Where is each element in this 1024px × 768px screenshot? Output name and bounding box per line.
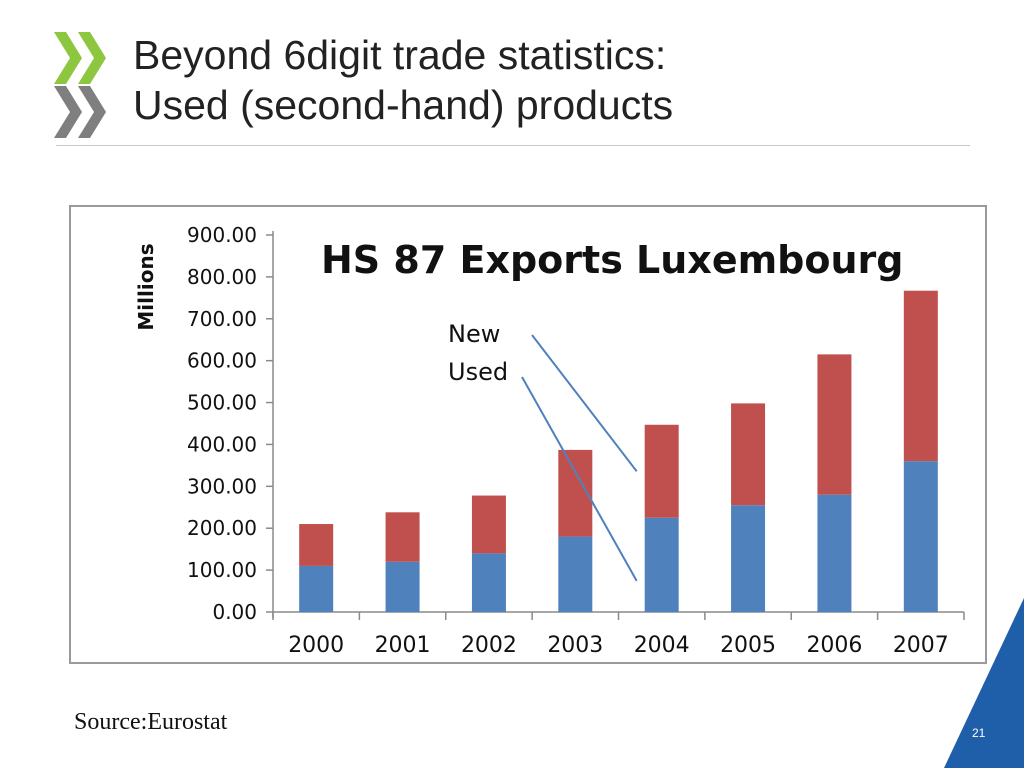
x-tick-label: 2003 bbox=[547, 633, 603, 658]
bar-used-2007 bbox=[903, 461, 938, 612]
title-divider bbox=[56, 145, 970, 146]
y-axis-label: Millions bbox=[134, 243, 158, 330]
x-tick-label: 2004 bbox=[634, 633, 690, 658]
y-tick-label: 300.00 bbox=[187, 474, 257, 498]
bar-new-2006 bbox=[817, 354, 852, 495]
logo-chevron-gray-left bbox=[54, 86, 82, 138]
y-tick-label: 700.00 bbox=[187, 307, 257, 331]
y-tick-label: 0.00 bbox=[212, 600, 257, 624]
bar-used-2003 bbox=[558, 536, 593, 612]
annotation-new: New bbox=[448, 320, 500, 348]
y-tick-label: 500.00 bbox=[187, 391, 257, 415]
title-line-2: Used (second-hand) products bbox=[133, 82, 674, 128]
y-tick-label: 400.00 bbox=[187, 432, 257, 456]
y-tick-label: 800.00 bbox=[187, 265, 257, 289]
bar-new-2001 bbox=[385, 512, 420, 562]
x-tick-label: 2000 bbox=[288, 633, 344, 658]
oecd-logo bbox=[54, 32, 106, 138]
x-tick-label: 2001 bbox=[375, 633, 431, 658]
annotation-line-used bbox=[521, 376, 638, 582]
source-note: Source:Eurostat bbox=[74, 709, 228, 735]
bar-used-2000 bbox=[299, 565, 334, 612]
chart-title: HS 87 Exports Luxembourg bbox=[321, 238, 904, 282]
stacked-bar-chart: HS 87 Exports Luxembourg Millions 0.00 100.… bbox=[134, 223, 965, 658]
bar-used-2004 bbox=[644, 517, 679, 612]
chart-frame: HS 87 Exports Luxembourg Millions 0.00 100.… bbox=[69, 205, 987, 664]
y-tick-label: 900.00 bbox=[187, 223, 257, 247]
y-tick-label: 100.00 bbox=[187, 558, 257, 582]
logo-chevron-green-right bbox=[78, 32, 106, 84]
x-tick-label: 2006 bbox=[806, 633, 862, 658]
y-tick-label: 600.00 bbox=[187, 349, 257, 373]
slide-title: Beyond 6digit trade statistics: Used (se… bbox=[133, 30, 673, 130]
bar-used-2001 bbox=[385, 561, 420, 612]
bar-new-2004 bbox=[644, 424, 679, 518]
page-number: 21 bbox=[972, 726, 986, 740]
annotation-used: Used bbox=[448, 358, 508, 386]
y-tick-label: 200.00 bbox=[187, 516, 257, 540]
bar-new-2002 bbox=[471, 495, 506, 554]
logo-chevron-gray-right bbox=[78, 86, 106, 138]
x-tick-label: 2002 bbox=[461, 633, 517, 658]
x-tick-label: 2007 bbox=[893, 633, 949, 658]
x-tick-label: 2005 bbox=[720, 633, 776, 658]
logo-chevron-green-left bbox=[54, 32, 82, 84]
bar-new-2007 bbox=[903, 290, 938, 462]
bar-used-2005 bbox=[731, 505, 766, 612]
bar-used-2002 bbox=[471, 553, 506, 612]
bar-new-2000 bbox=[299, 524, 334, 566]
annotation-line-new bbox=[531, 334, 638, 472]
bar-used-2006 bbox=[817, 494, 852, 612]
bar-new-2005 bbox=[731, 403, 766, 506]
title-line-1: Beyond 6digit trade statistics: bbox=[133, 32, 667, 78]
